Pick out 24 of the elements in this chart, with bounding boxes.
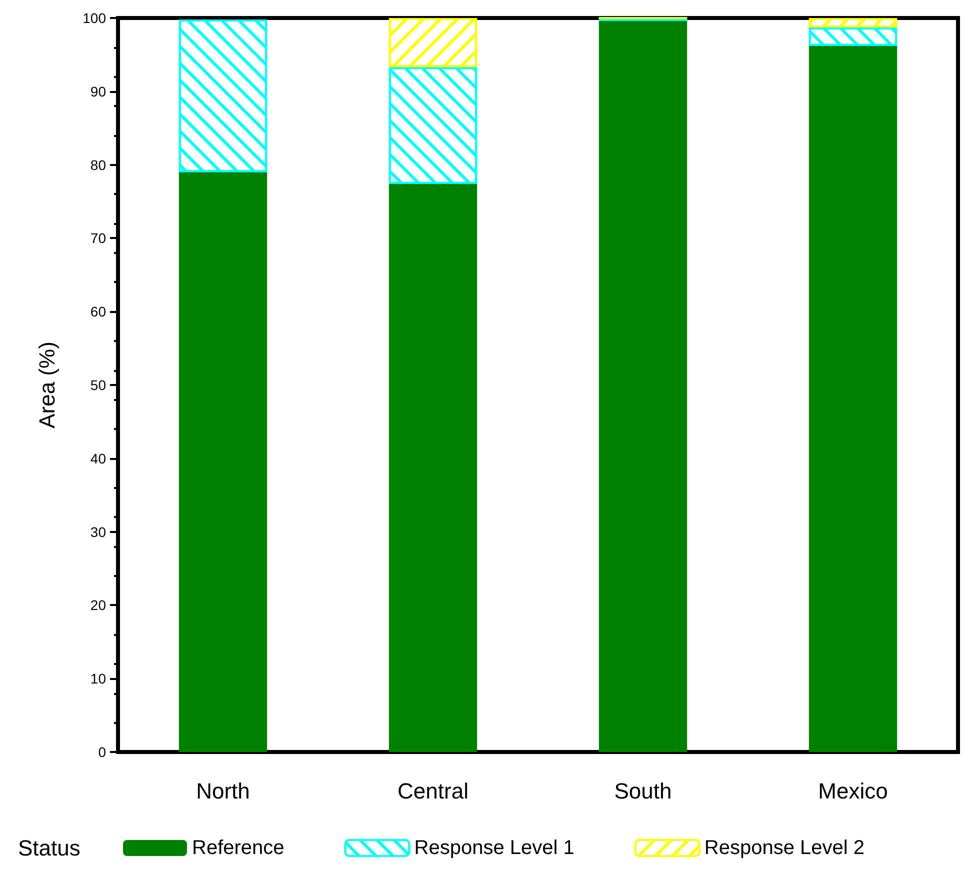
y-tick-label: 60: [90, 304, 106, 320]
y-tick-label: 20: [90, 597, 106, 614]
bar: [808, 46, 898, 752]
y-tick-label: 50: [90, 377, 106, 393]
bar: [388, 184, 478, 752]
legend-label: Response Level 1: [414, 837, 574, 859]
y-tick-label: 0: [98, 744, 106, 760]
x-tick-label: Central: [398, 778, 468, 804]
x-tick-label: North: [196, 778, 250, 804]
bar: [598, 20, 688, 752]
y-tick-label: 80: [90, 156, 106, 173]
y-tick-label: 100: [82, 10, 106, 26]
y-tick-label: 40: [90, 450, 106, 466]
y-tick-label: 70: [90, 230, 106, 246]
bar: [178, 172, 268, 752]
y-axis-title: Area (%): [34, 342, 60, 428]
x-tick-label: Mexico: [818, 778, 888, 804]
legend-title: Status: [18, 836, 80, 860]
x-tick-label: South: [614, 778, 672, 804]
y-tick-label: 30: [90, 524, 106, 540]
y-tick-label: 90: [90, 83, 106, 100]
legend-label: Response Level 2: [704, 837, 864, 859]
legend-label: Reference: [192, 837, 284, 859]
y-tick-label: 10: [90, 670, 106, 687]
